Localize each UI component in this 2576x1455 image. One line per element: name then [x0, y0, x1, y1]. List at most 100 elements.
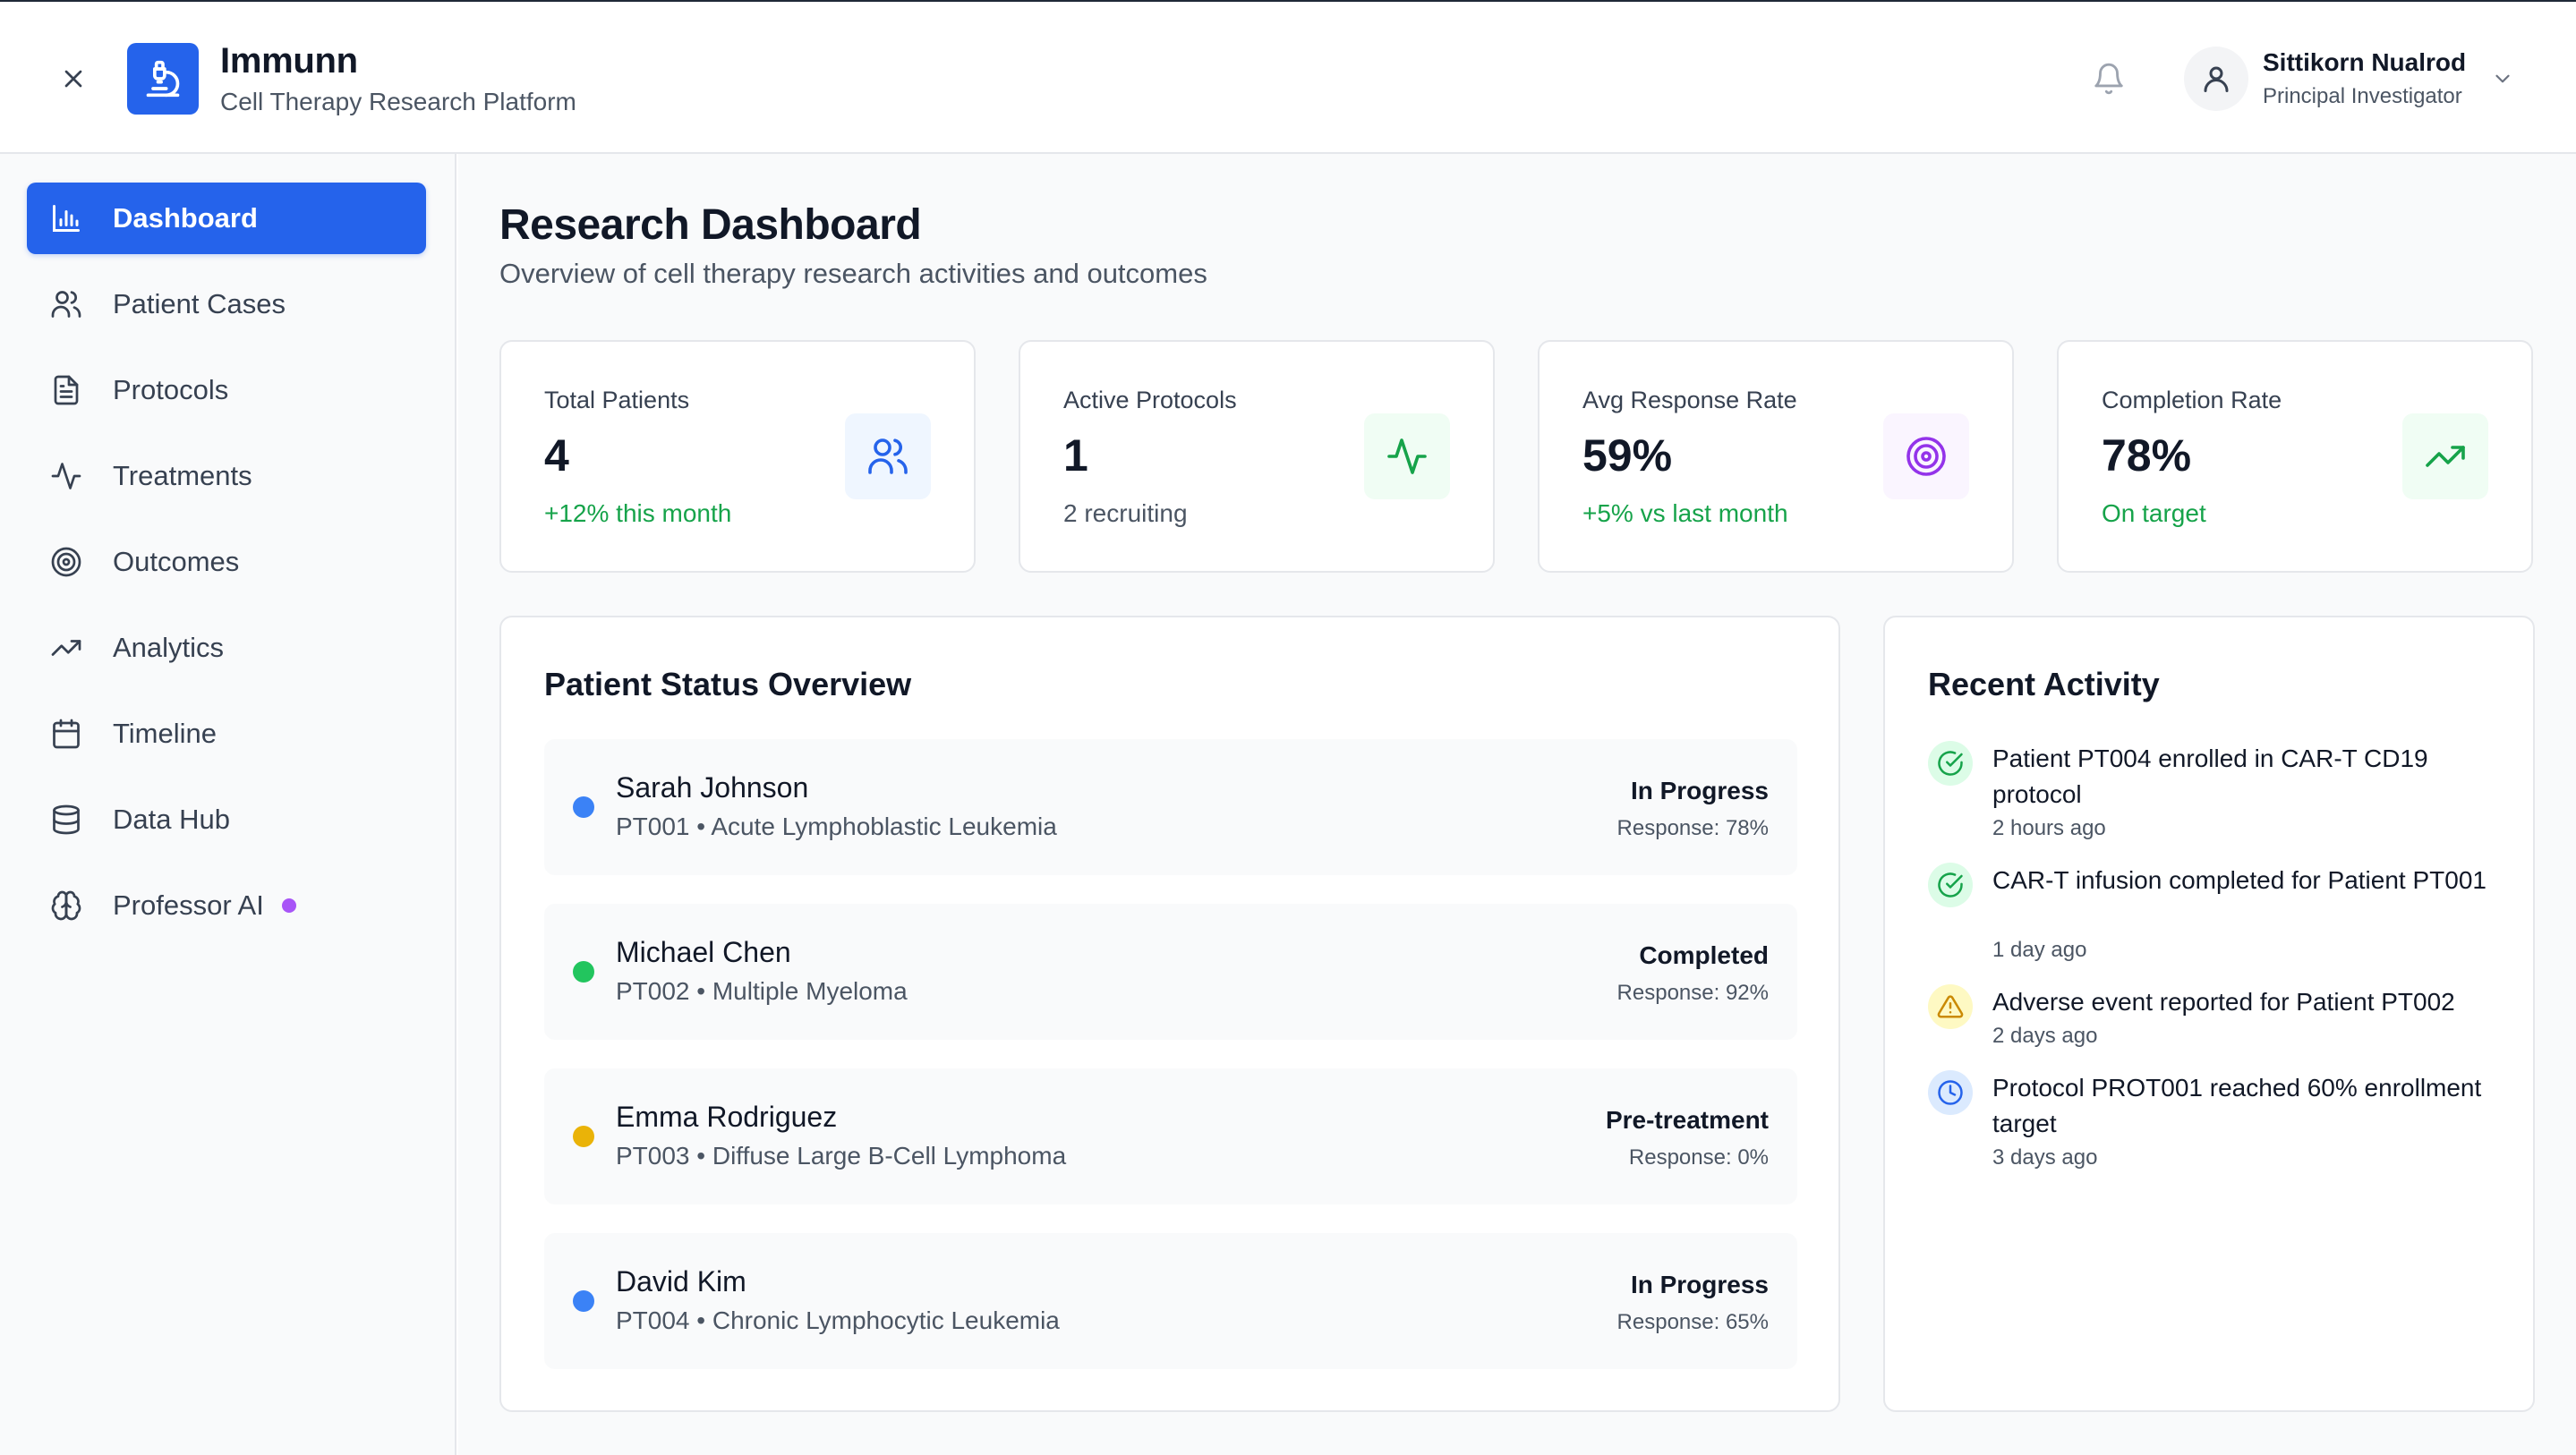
activity-item: CAR-T infusion completed for Patient PT0… — [1928, 863, 2501, 970]
panel-title: Patient Status Overview — [544, 666, 912, 702]
stat-value: 78% — [2102, 430, 2192, 481]
patient-meta: PT004 • Chronic Lymphocytic Leukemia — [616, 1306, 1060, 1334]
user-menu[interactable]: Sittikorn Nualrod Principal Investigator — [2184, 45, 2524, 113]
recent-activity-panel: Recent Activity Patient PT004 enrolled i… — [1883, 616, 2535, 1412]
user-menu-toggle[interactable] — [2488, 64, 2517, 93]
notifications-button[interactable] — [2086, 55, 2132, 102]
patient-row[interactable]: Emma Rodriguez PT003 • Diffuse Large B-C… — [544, 1068, 1797, 1204]
stat-label: Completion Rate — [2102, 387, 2282, 413]
patient-response: Response: 0% — [1628, 1145, 1769, 1170]
patient-status: In Progress — [1630, 1271, 1769, 1298]
activity-time: 1 day ago — [1992, 938, 2087, 962]
patient-name: Emma Rodriguez — [616, 1101, 838, 1133]
chevron-down-icon — [2495, 74, 2510, 83]
activity-time: 2 days ago — [1992, 1024, 2098, 1048]
patient-response: Response: 78% — [1616, 816, 1769, 840]
activity-icon — [48, 458, 84, 494]
patient-name: David Kim — [616, 1265, 746, 1298]
stat-note: +5% vs last month — [1582, 499, 1788, 527]
status-dot — [573, 796, 594, 818]
database-icon — [48, 802, 84, 838]
bar-chart-icon — [48, 200, 84, 236]
trending-up-icon — [48, 630, 84, 666]
stat-card-avg-response-rate: Avg Response Rate 59% +5% vs last month — [1538, 340, 2014, 573]
activity-icon — [1364, 413, 1450, 499]
activity-text: Adverse event reported for Patient PT002 — [1992, 988, 2455, 1016]
app-subtitle: Cell Therapy Research Platform — [220, 88, 576, 115]
patient-meta: PT001 • Acute Lymphoblastic Leukemia — [616, 813, 1057, 840]
stat-note: 2 recruiting — [1063, 499, 1188, 527]
sidebar-item-label: Treatments — [113, 460, 252, 491]
main-content: Research Dashboard Overview of cell ther… — [458, 154, 2576, 1455]
clock-icon — [1928, 1070, 1973, 1115]
user-icon — [2204, 66, 2229, 92]
close-button[interactable] — [50, 55, 97, 102]
patient-status-panel: Patient Status Overview Sarah Johnson PT… — [499, 616, 1840, 1412]
sidebar-item-analytics[interactable]: Analytics — [27, 612, 426, 684]
patient-status: Completed — [1639, 941, 1769, 969]
status-dot — [573, 1290, 594, 1312]
user-role: Principal Investigator — [2263, 84, 2462, 108]
stat-card-completion-rate: Completion Rate 78% On target — [2057, 340, 2533, 573]
check-circle-icon — [1928, 741, 1973, 786]
stat-note: +12% this month — [544, 499, 732, 527]
patient-meta: PT002 • Multiple Myeloma — [616, 977, 908, 1005]
status-dot — [573, 1126, 594, 1147]
patient-response: Response: 92% — [1616, 981, 1769, 1005]
app-title: Immunn — [220, 41, 358, 81]
app-header: Immunn Cell Therapy Research Platform Si… — [0, 0, 2576, 154]
activity-item: Patient PT004 enrolled in CAR-T CD19 pro… — [1928, 741, 2501, 848]
sidebar-item-data-hub[interactable]: Data Hub — [27, 784, 426, 855]
activity-text: Protocol PROT001 reached 60% enrollment … — [1992, 1074, 2482, 1137]
sidebar-item-label: Analytics — [113, 632, 225, 663]
app-logo — [127, 43, 199, 115]
stat-card-active-protocols: Active Protocols 1 2 recruiting — [1019, 340, 1495, 573]
document-icon — [48, 372, 84, 408]
sidebar-item-dashboard[interactable]: Dashboard — [27, 183, 426, 254]
calendar-icon — [48, 716, 84, 752]
target-icon — [1883, 413, 1969, 499]
sidebar-item-timeline[interactable]: Timeline — [27, 698, 426, 770]
target-icon — [48, 544, 84, 580]
sidebar-item-label: Patient Cases — [113, 288, 286, 319]
sidebar-item-label: Professor AI — [113, 889, 264, 921]
patient-meta: PT003 • Diffuse Large B-Cell Lymphoma — [616, 1142, 1067, 1170]
sidebar-item-label: Data Hub — [113, 804, 230, 835]
status-dot — [573, 961, 594, 983]
sidebar-item-professor-ai[interactable]: Professor AI — [27, 870, 426, 941]
stat-note: On target — [2102, 499, 2206, 527]
stat-label: Avg Response Rate — [1582, 387, 1797, 413]
patient-status: In Progress — [1630, 777, 1769, 804]
patient-name: Michael Chen — [616, 936, 791, 968]
bell-icon — [2094, 63, 2123, 95]
sidebar-item-outcomes[interactable]: Outcomes — [27, 526, 426, 598]
patient-name: Sarah Johnson — [616, 771, 809, 804]
stat-value: 1 — [1063, 430, 1088, 481]
activity-time: 3 days ago — [1992, 1145, 2098, 1170]
panel-title: Recent Activity — [1928, 666, 2160, 702]
brain-icon — [48, 888, 84, 923]
new-indicator-dot — [281, 898, 296, 913]
patient-status: Pre-treatment — [1605, 1106, 1769, 1134]
sidebar-item-label: Protocols — [113, 374, 229, 405]
activity-text: Patient PT004 enrolled in CAR-T CD19 pro… — [1992, 745, 2428, 808]
page-subtitle: Overview of cell therapy research activi… — [499, 258, 1207, 289]
patient-response: Response: 65% — [1616, 1310, 1769, 1334]
users-icon — [845, 413, 931, 499]
activity-item: Protocol PROT001 reached 60% enrollment … — [1928, 1070, 2501, 1178]
patient-row[interactable]: David Kim PT004 • Chronic Lymphocytic Le… — [544, 1233, 1797, 1369]
activity-item: Adverse event reported for Patient PT002… — [1928, 984, 2501, 1056]
sidebar-item-treatments[interactable]: Treatments — [27, 440, 426, 512]
stat-value: 59% — [1582, 430, 1673, 481]
trending-up-icon — [2402, 413, 2488, 499]
patient-row[interactable]: Michael Chen PT002 • Multiple Myeloma Co… — [544, 904, 1797, 1040]
stat-label: Active Protocols — [1063, 387, 1237, 413]
avatar — [2184, 47, 2248, 111]
sidebar-item-label: Outcomes — [113, 546, 240, 577]
patient-row[interactable]: Sarah Johnson PT001 • Acute Lymphoblasti… — [544, 739, 1797, 875]
sidebar-item-protocols[interactable]: Protocols — [27, 354, 426, 426]
warning-icon — [1928, 984, 1973, 1029]
sidebar-item-patient-cases[interactable]: Patient Cases — [27, 268, 426, 340]
users-icon — [48, 286, 84, 322]
sidebar-item-label: Timeline — [113, 718, 217, 749]
